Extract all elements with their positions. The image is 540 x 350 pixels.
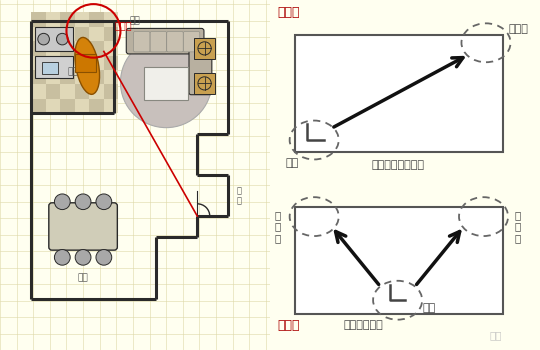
Bar bbox=[89, 56, 104, 70]
Bar bbox=[35, 56, 73, 78]
Bar bbox=[60, 56, 75, 70]
FancyBboxPatch shape bbox=[167, 32, 183, 52]
Bar bbox=[104, 56, 118, 70]
Bar bbox=[89, 99, 104, 113]
Circle shape bbox=[75, 250, 91, 265]
Bar bbox=[60, 99, 75, 113]
Text: 图一：: 图一： bbox=[278, 6, 300, 19]
Bar bbox=[89, 12, 104, 27]
Text: 厨房: 厨房 bbox=[68, 68, 78, 77]
Bar bbox=[31, 41, 46, 56]
Bar bbox=[31, 99, 46, 113]
FancyBboxPatch shape bbox=[126, 28, 204, 54]
FancyBboxPatch shape bbox=[144, 67, 188, 100]
Bar bbox=[104, 84, 118, 99]
Bar bbox=[294, 35, 503, 152]
Bar bbox=[75, 54, 96, 72]
Bar bbox=[46, 84, 60, 99]
Bar bbox=[75, 84, 89, 99]
Bar bbox=[60, 84, 75, 99]
Circle shape bbox=[55, 250, 70, 265]
Circle shape bbox=[57, 33, 68, 45]
Bar bbox=[104, 70, 118, 84]
Circle shape bbox=[120, 37, 212, 128]
Bar bbox=[42, 62, 58, 74]
Bar bbox=[104, 27, 118, 41]
Text: 入
户: 入 户 bbox=[237, 186, 241, 205]
Bar bbox=[46, 27, 60, 41]
Bar bbox=[31, 84, 46, 99]
Text: 明财位: 明财位 bbox=[508, 24, 528, 34]
Text: 户门在中间时: 户门在中间时 bbox=[343, 321, 383, 330]
Bar bbox=[89, 70, 104, 84]
Bar bbox=[75, 41, 89, 56]
FancyBboxPatch shape bbox=[133, 32, 150, 52]
Bar bbox=[104, 99, 118, 113]
Bar bbox=[46, 70, 60, 84]
Bar bbox=[60, 27, 75, 41]
Bar bbox=[60, 70, 75, 84]
FancyBboxPatch shape bbox=[194, 38, 215, 59]
Bar bbox=[46, 12, 60, 27]
Bar bbox=[89, 41, 104, 56]
Text: 动位: 动位 bbox=[286, 158, 299, 168]
Text: 明
财
位: 明 财 位 bbox=[274, 210, 280, 243]
Text: 图二：: 图二： bbox=[278, 319, 300, 332]
FancyBboxPatch shape bbox=[184, 32, 200, 52]
Bar bbox=[46, 99, 60, 113]
Bar bbox=[31, 12, 46, 27]
Circle shape bbox=[75, 194, 91, 210]
Text: 客厅: 客厅 bbox=[130, 16, 140, 25]
Text: 明财位: 明财位 bbox=[114, 20, 132, 30]
Bar bbox=[75, 56, 89, 70]
Ellipse shape bbox=[75, 37, 99, 94]
Bar bbox=[31, 70, 46, 84]
Bar bbox=[75, 99, 89, 113]
Bar bbox=[294, 207, 503, 314]
Bar bbox=[35, 27, 73, 51]
Text: 灵匮: 灵匮 bbox=[490, 330, 502, 340]
FancyBboxPatch shape bbox=[194, 73, 215, 94]
Bar bbox=[60, 41, 75, 56]
FancyBboxPatch shape bbox=[189, 45, 212, 95]
Circle shape bbox=[38, 33, 50, 45]
Bar bbox=[75, 12, 89, 27]
Bar bbox=[89, 27, 104, 41]
Text: 动位: 动位 bbox=[422, 303, 435, 313]
Bar bbox=[89, 84, 104, 99]
Text: 餐厅: 餐厅 bbox=[78, 273, 89, 282]
Bar bbox=[75, 70, 89, 84]
Bar bbox=[31, 56, 46, 70]
Bar bbox=[104, 12, 118, 27]
Bar bbox=[46, 41, 60, 56]
Bar bbox=[104, 41, 118, 56]
Bar bbox=[46, 56, 60, 70]
FancyBboxPatch shape bbox=[49, 203, 117, 250]
Text: 明
财
位: 明 财 位 bbox=[515, 210, 521, 243]
Bar bbox=[31, 27, 46, 41]
Bar bbox=[75, 27, 89, 41]
Bar bbox=[60, 12, 75, 27]
Text: 户门在房间一角时: 户门在房间一角时 bbox=[371, 160, 424, 170]
FancyBboxPatch shape bbox=[150, 32, 166, 52]
Circle shape bbox=[96, 250, 112, 265]
Circle shape bbox=[96, 194, 112, 210]
Circle shape bbox=[55, 194, 70, 210]
